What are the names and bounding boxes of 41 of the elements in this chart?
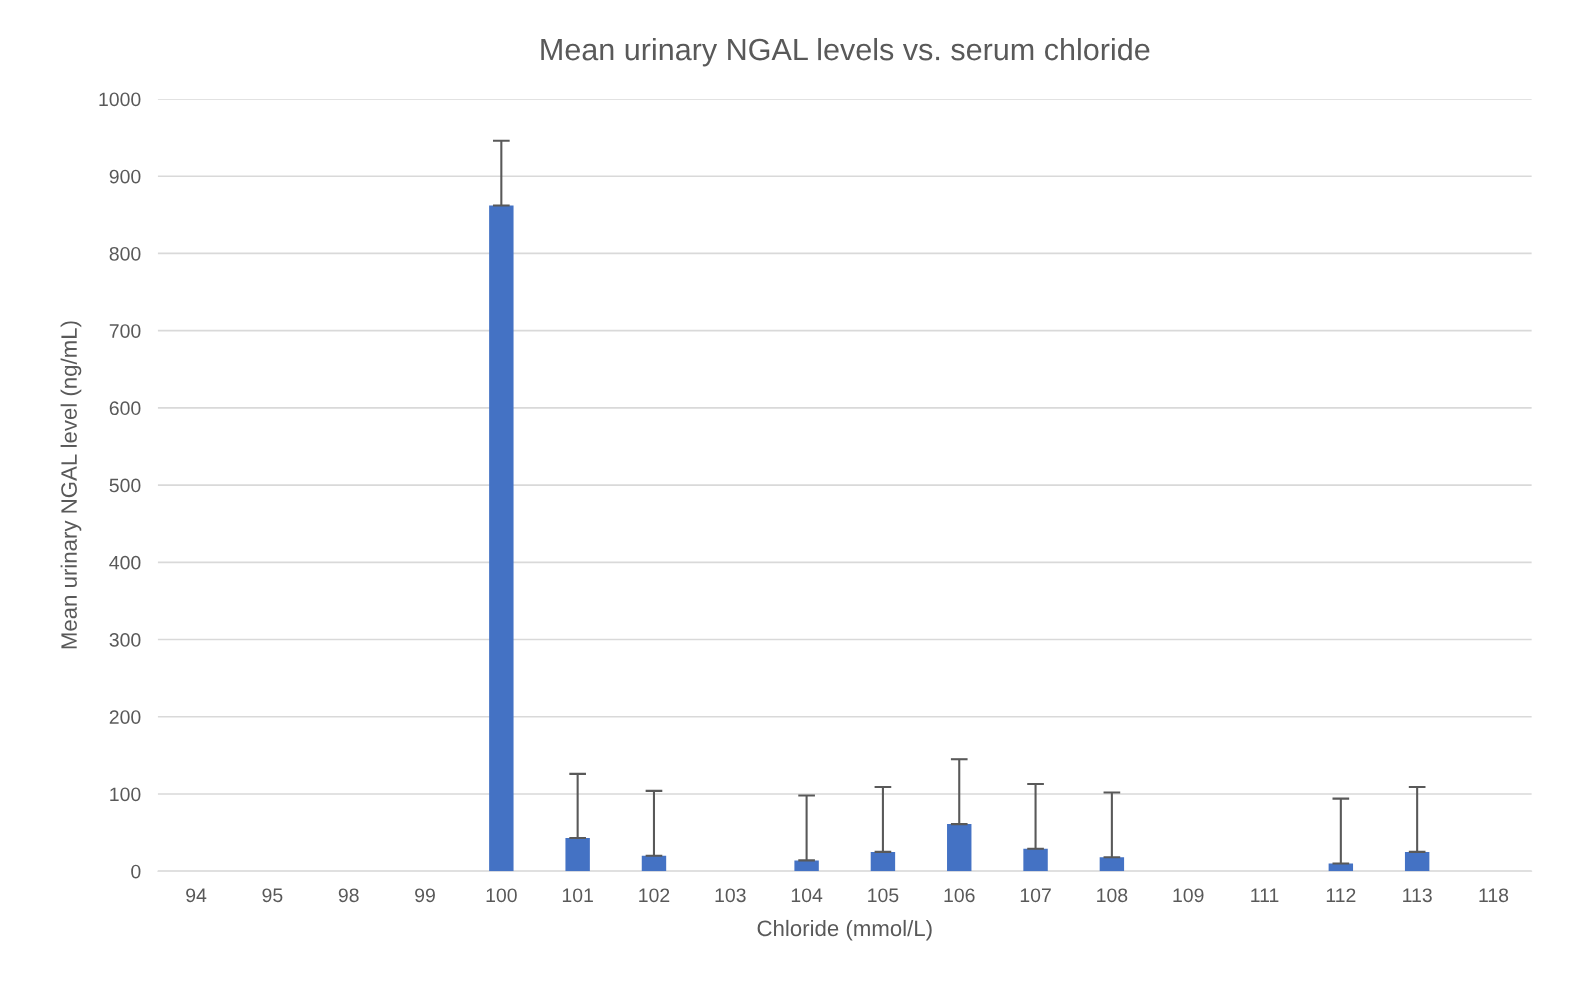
x-tick-label: 102: [639, 888, 670, 903]
y-tick-label: 1000: [99, 92, 141, 107]
bar: [947, 824, 972, 872]
y-axis-title: Mean urinary NGAL level (ng/mL): [60, 321, 82, 649]
y-tick-label: 100: [110, 787, 141, 802]
x-tick-label: 95: [262, 888, 283, 903]
y-tick-label: 0: [131, 864, 141, 879]
bar: [641, 855, 667, 872]
x-tick-label: 100: [486, 888, 517, 903]
bar: [1099, 857, 1125, 872]
x-tick-label: 103: [715, 888, 746, 903]
x-tick-label: 106: [944, 888, 975, 903]
x-tick-label: 109: [1173, 888, 1204, 903]
x-tick-label: 108: [1097, 888, 1128, 903]
x-tick-label: 107: [1020, 888, 1051, 903]
chart-title: Mean urinary NGAL levels vs. serum chloride: [541, 37, 1150, 67]
bar: [1404, 851, 1430, 872]
x-tick-label: 104: [791, 888, 823, 903]
x-tick-label: 111: [1251, 888, 1279, 902]
x-tick-label: 98: [338, 888, 359, 903]
x-tick-label: 94: [186, 888, 207, 903]
bar: [1023, 848, 1048, 872]
y-tick-label: 500: [109, 478, 141, 493]
bar: [870, 851, 896, 872]
y-tick-label: 800: [109, 246, 141, 261]
x-tick-label: 113: [1403, 888, 1432, 903]
y-tick-label: 700: [109, 324, 141, 338]
bar: [794, 860, 819, 872]
y-tick-label: 900: [109, 169, 141, 184]
y-tick-label: 200: [109, 710, 141, 724]
x-tick-label: 112: [1326, 888, 1356, 902]
bar: [565, 838, 590, 872]
x-axis-title: Chloride (mmol/L): [757, 919, 932, 941]
y-tick-label: 600: [109, 401, 141, 416]
x-tick-label: 118: [1479, 888, 1509, 903]
x-tick-label: 99: [415, 888, 435, 903]
x-tick-label: 105: [868, 888, 899, 903]
x-tick-label: 101: [562, 888, 593, 903]
bar: [489, 205, 514, 872]
y-tick-label: 400: [109, 555, 141, 570]
y-tick-label: 300: [109, 633, 141, 647]
